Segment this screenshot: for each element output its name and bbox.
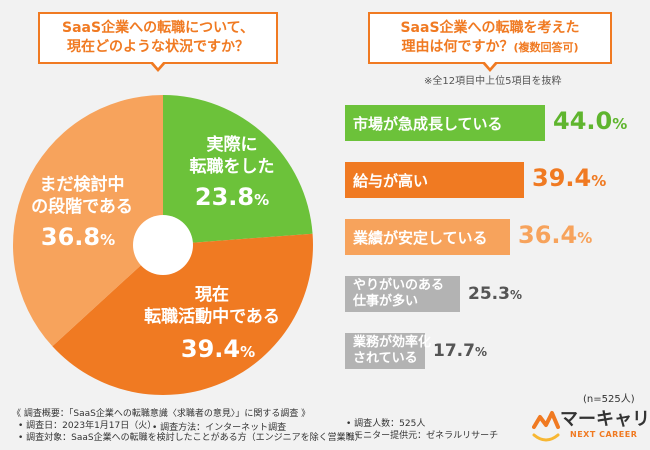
bar: 業務が効率化 されている [345,333,431,369]
survey-footer-right: • 調査人数：525人 • モニター提供元：ゼネラルリサーチ [346,418,498,442]
bar: やりがいのある 仕事が多い [345,276,460,312]
bar-label: 給与が高い [353,171,429,190]
pie-slice [52,233,313,396]
right-title-line2: 理由は何ですか？ [401,39,514,55]
survey-footer: 《 調査概要：「SaaS企業への転職意識〈求職者の意見〉」に関する調査 》 • … [12,408,364,444]
pie-slice-label: 転職活動中である [144,306,280,327]
right-title-line2-sub: (複数回答可) [513,41,579,54]
left-title-line2: 現在どのような状況ですか？ [67,39,249,55]
survey-provider: • モニター提供元：ゼネラルリサーチ [346,431,499,441]
survey-respondents: • 調査人数：525人 [346,419,426,429]
bar-label: 業績が安定している [353,228,488,247]
survey-summary: 《 調査概要：「SaaS企業への転職意識〈求職者の意見〉」に関する調査 》 [12,409,311,419]
survey-method: • 調査方法：インターネット調査 [152,423,287,433]
bar: 市場が急成長している [345,105,545,141]
bar-value: 44.0% [553,107,628,135]
pie-slice-label: 転職をした [190,156,275,177]
bar-value: 25.3% [468,284,522,304]
pie-slice-value: 36.8% [41,223,115,251]
left-title-line1: SaaS企業への転職について、 [62,20,254,36]
bar-value: 36.4% [518,221,593,249]
pie-slice-label: 実際に [207,134,258,155]
logo-icon [532,411,560,442]
logo-name: マーキャリ [560,409,650,430]
pie-slice-value: 23.8% [195,183,269,211]
bar-value: 17.7% [433,341,487,361]
bar-label: 業務が効率化 されている [353,335,432,366]
right-title-pointer [482,61,498,72]
pie-slice-value: 39.4% [181,335,255,363]
pie-slice-label: まだ検討中 [40,174,125,195]
logo-sub: NEXT CAREER [570,430,638,439]
sample-size: (n=525人) [583,394,635,405]
left-question-title: SaaS企業への転職について、 現在どのような状況ですか？ [38,12,278,64]
bar: 業績が安定している [345,219,510,255]
left-title-pointer [150,61,166,72]
pie-slice-label: の段階である [31,196,133,217]
pie-slice [163,95,313,245]
bar-label: やりがいのある 仕事が多い [353,278,445,309]
right-title-line1: SaaS企業への転職を考えた [400,20,580,36]
right-title-line2-wrap: 理由は何ですか？(複数回答可) [370,38,610,57]
pie-slice [12,94,164,347]
pie-center-hole [133,215,193,275]
pie-slice-label: 現在 [195,284,229,305]
top5-note: ※全12項目中上位5項目を抜粋 [424,76,562,87]
survey-target: • 調査対象：SaaS企業への転職を検討したことがある方（エンジニアを除く営業職… [18,433,364,443]
right-question-title: SaaS企業への転職を考えた 理由は何ですか？(複数回答可) [368,12,612,64]
bar: 給与が高い [345,162,524,198]
bar-label: 市場が急成長している [353,114,503,133]
survey-date: • 調査日：2023年1月17日（火） [18,421,157,431]
bar-value: 39.4% [532,164,607,192]
